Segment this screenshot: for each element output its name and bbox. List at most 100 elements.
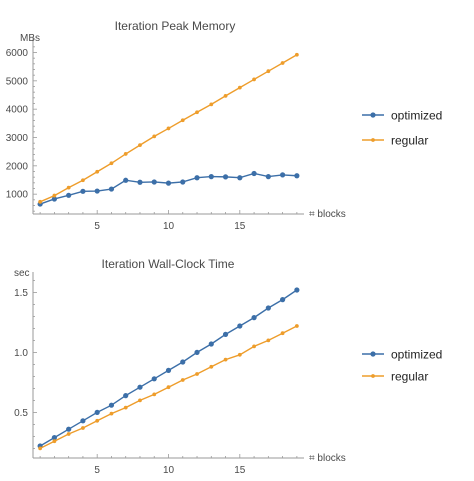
data-point-optimized: [237, 323, 243, 329]
chart-wall-clock-time: Iteration Wall-Clock Time sec ⌗ blocks 5 10 1…: [14, 257, 442, 476]
data-point-regular: [38, 446, 43, 451]
data-point-optimized: [194, 349, 200, 355]
data-point-regular: [180, 118, 185, 123]
data-point-regular: [294, 324, 299, 328]
data-point-regular: [223, 93, 228, 98]
data-point-regular: [266, 338, 271, 343]
data-point-optimized: [80, 418, 86, 424]
chart-peak-memory: Iteration Peak Memory MBs ⌗ blocks 5 10 15 100…: [6, 19, 443, 232]
data-point-optimized: [165, 367, 172, 373]
data-point-regular: [138, 143, 142, 148]
data-point-regular: [223, 357, 228, 362]
data-point-regular: [152, 134, 157, 139]
data-point-optimized: [51, 435, 57, 441]
data-point-optimized: [180, 359, 186, 365]
data-point-optimized: [265, 174, 271, 180]
data-point-optimized: [66, 426, 72, 432]
data-point-regular: [109, 161, 114, 166]
data-point-regular: [81, 426, 85, 430]
data-point-regular: [95, 169, 100, 174]
legend-swatch-marker: [371, 374, 375, 378]
data-point-regular: [180, 378, 185, 382]
data-point-optimized: [94, 188, 100, 194]
data-point-regular: [209, 102, 214, 107]
legend-label-optimized: optimized: [391, 109, 442, 123]
data-point-optimized: [80, 188, 86, 194]
data-point-regular: [266, 69, 271, 74]
data-point-optimized: [222, 174, 229, 180]
data-point-optimized: [265, 305, 271, 311]
data-point-regular: [280, 331, 285, 336]
y-tick-label: 4000: [6, 105, 29, 116]
legend-swatch-marker: [371, 138, 375, 142]
series-line-optimized: [39, 172, 297, 205]
legend-swatch-marker: [370, 112, 376, 118]
data-point-regular: [152, 392, 157, 397]
data-point-regular: [123, 405, 128, 410]
data-point-regular: [195, 110, 199, 115]
legend-swatch-marker: [370, 351, 376, 357]
data-point-optimized: [137, 384, 143, 390]
data-point-optimized: [108, 186, 115, 192]
data-point-regular: [138, 398, 142, 403]
data-point-optimized: [151, 376, 157, 382]
data-point-regular: [95, 418, 100, 423]
data-point-optimized: [222, 331, 229, 337]
y-axis-label: sec: [14, 268, 30, 279]
data-point-regular: [280, 61, 285, 65]
data-point-optimized: [151, 179, 157, 185]
data-point-regular: [237, 352, 242, 357]
data-point-regular: [252, 344, 256, 349]
data-point-regular: [123, 152, 128, 156]
data-point-optimized: [208, 174, 214, 180]
data-point-regular: [52, 439, 57, 444]
data-point-regular: [252, 77, 256, 82]
y-tick-label: 1.0: [14, 348, 28, 359]
data-point-optimized: [94, 409, 100, 415]
y-axis-label: MBs: [20, 33, 40, 44]
data-point-regular: [81, 178, 85, 183]
y-tick-label: 2000: [6, 161, 29, 172]
chart-title: Iteration Wall-Clock Time: [102, 257, 235, 271]
x-tick-label: 5: [94, 465, 100, 476]
data-point-optimized: [137, 179, 143, 185]
data-point-regular: [166, 385, 171, 390]
data-point-optimized: [123, 177, 129, 183]
data-point-optimized: [280, 172, 286, 178]
data-point-regular: [237, 85, 242, 90]
data-point-regular: [195, 372, 199, 376]
data-point-regular: [52, 193, 57, 198]
chart-title: Iteration Peak Memory: [115, 19, 236, 33]
data-point-regular: [209, 364, 214, 369]
x-tick-label: 5: [94, 221, 100, 232]
data-point-optimized: [251, 170, 257, 177]
data-point-optimized: [237, 175, 243, 181]
data-point-regular: [109, 411, 114, 416]
y-tick-label: 6000: [6, 48, 29, 59]
data-point-optimized: [294, 173, 300, 179]
x-axis-label: ⌗ blocks: [309, 453, 346, 464]
x-axis-label: ⌗ blocks: [309, 209, 346, 220]
data-point-optimized: [51, 196, 57, 202]
y-tick-label: 3000: [6, 133, 29, 144]
y-tick-label: 1000: [6, 190, 29, 201]
data-point-optimized: [66, 192, 72, 198]
y-tick-label: 0.5: [14, 408, 28, 419]
legend-label-optimized: optimized: [391, 348, 442, 362]
data-point-optimized: [294, 287, 300, 293]
y-tick-label: 1.5: [14, 288, 28, 299]
data-point-optimized: [251, 315, 257, 321]
data-point-regular: [166, 126, 171, 131]
data-point-regular: [38, 199, 43, 204]
data-point-optimized: [208, 341, 214, 347]
x-tick-label: 10: [163, 465, 175, 476]
x-tick-label: 15: [234, 221, 246, 232]
legend-label-regular: regular: [391, 134, 428, 148]
data-point-optimized: [108, 402, 115, 408]
x-tick-label: 10: [163, 221, 175, 232]
data-point-optimized: [165, 180, 172, 186]
y-tick-label: 5000: [6, 76, 29, 87]
x-tick-label: 15: [234, 465, 246, 476]
data-point-optimized: [194, 175, 200, 181]
